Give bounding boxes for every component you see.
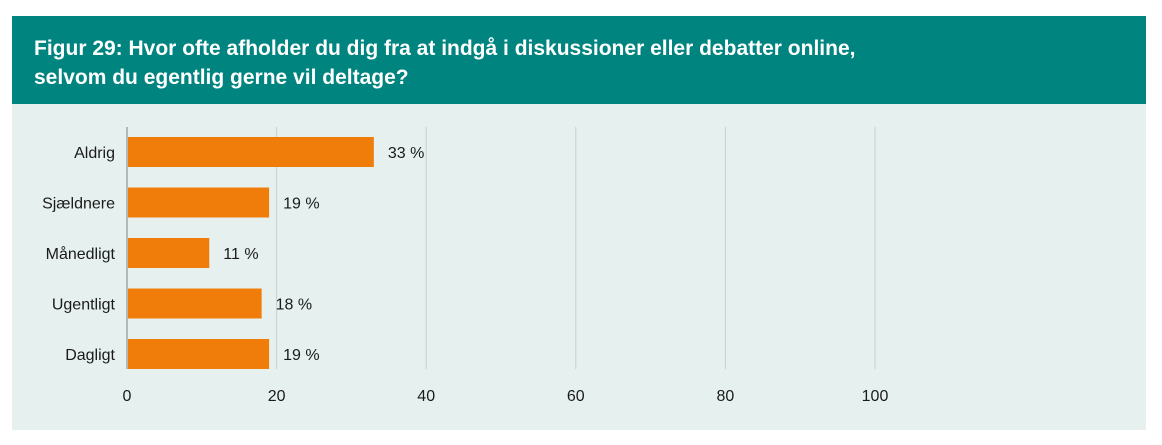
data-label: 19 % [283, 196, 319, 213]
data-label: 18 % [276, 297, 312, 314]
x-tick-label: 100 [862, 388, 889, 405]
x-tick-label: 40 [417, 388, 435, 405]
data-label: 11 % [223, 246, 258, 263]
x-tick-label: 20 [268, 388, 286, 405]
x-tick-label: 0 [123, 388, 132, 405]
figure-title: Figur 29: Hvor ofte afholder du dig fra … [34, 34, 1124, 92]
category-label: Aldrig [74, 145, 115, 162]
bar [128, 238, 210, 268]
category-label: Sjældnere [42, 196, 115, 213]
category-label: Månedligt [46, 245, 116, 263]
figure-title-line-2: selvom du egentlig gerne vil deltage? [34, 66, 409, 89]
bar [128, 288, 262, 319]
figure-title-line-1: Figur 29: Hvor ofte afholder du dig fra … [34, 37, 856, 60]
bar [128, 339, 270, 369]
data-label: 19 % [283, 347, 319, 364]
bar [128, 187, 270, 218]
bar [128, 137, 374, 167]
category-label: Dagligt [65, 347, 115, 364]
figure-header: Figur 29: Hvor ofte afholder du dig fra … [12, 16, 1146, 104]
data-label: 33 % [388, 145, 424, 162]
x-tick-label: 80 [717, 388, 735, 405]
category-label: Ugentligt [52, 297, 116, 314]
x-tick-label: 60 [567, 388, 585, 405]
